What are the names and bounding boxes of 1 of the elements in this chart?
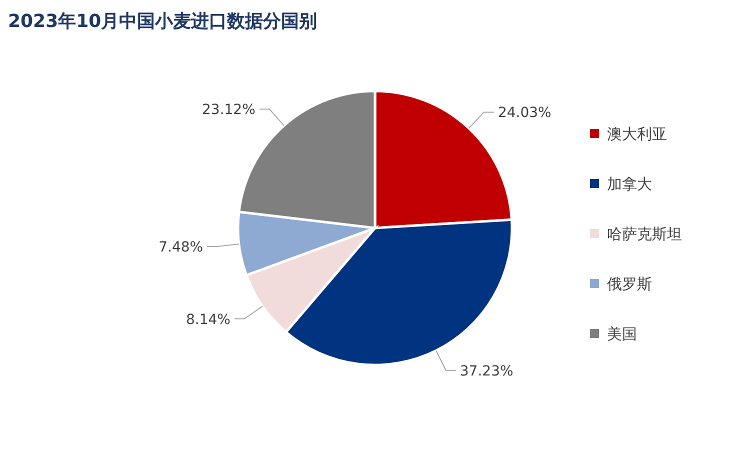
title: 2023年10月中国小麦进口数据分国别 <box>8 11 318 32</box>
